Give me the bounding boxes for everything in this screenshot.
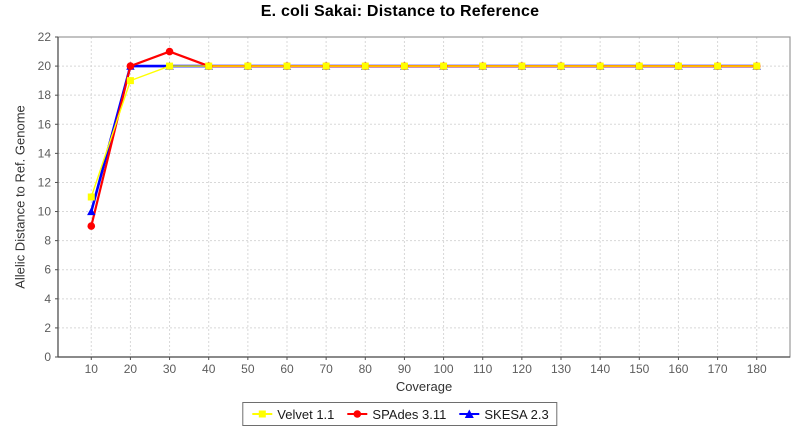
data-point-marker: [635, 62, 643, 70]
y-tick-label: 20: [38, 59, 52, 73]
x-tick-label: 110: [473, 362, 492, 376]
x-tick-label: 150: [629, 362, 649, 376]
y-tick-label: 6: [44, 263, 51, 277]
data-point-marker: [440, 62, 448, 70]
x-tick-label: 80: [359, 362, 373, 376]
x-tick-label: 100: [434, 362, 454, 376]
legend: Velvet 1.1 SPAdes 3.11 SKESA 2.3: [242, 402, 558, 426]
blue-triangle-marker-icon: [459, 409, 480, 418]
y-axis-title: Allelic Distance to Ref. Genome: [12, 105, 28, 289]
data-point-marker: [165, 47, 174, 56]
data-point-marker: [126, 77, 134, 85]
data-point-marker: [166, 62, 174, 70]
x-tick-label: 120: [512, 362, 532, 376]
x-tick-label: 50: [241, 362, 255, 376]
legend-item-skesa: SKESA 2.3: [458, 406, 549, 422]
data-point-marker: [87, 193, 95, 201]
y-tick-label: 10: [38, 205, 52, 219]
data-point-marker: [518, 62, 526, 70]
y-tick-label: 22: [38, 30, 52, 44]
legend-label-spades: SPAdes 3.11: [372, 406, 447, 422]
x-tick-label: 20: [124, 362, 138, 376]
series-line-velvet-1-1: [90, 65, 757, 198]
data-point-marker: [674, 62, 682, 70]
legend-label-velvet: Velvet 1.1: [277, 406, 335, 422]
yellow-square-marker-icon: [252, 410, 273, 418]
data-point-marker: [361, 62, 369, 70]
y-tick-label: 16: [38, 117, 52, 131]
x-tick-label: 10: [85, 362, 99, 376]
y-tick-label: 14: [38, 146, 52, 160]
x-axis-title: Coverage: [395, 379, 453, 394]
y-tick-label: 8: [44, 234, 51, 248]
series-line-skesa-2-3: [90, 64, 757, 212]
data-point-marker: [87, 207, 96, 216]
x-tick-label: 160: [668, 362, 688, 376]
x-tick-label: 130: [551, 362, 571, 376]
data-point-marker: [322, 62, 330, 70]
y-tick-label: 2: [44, 321, 51, 335]
x-tick-label: 60: [280, 362, 294, 376]
data-point-marker: [400, 62, 408, 70]
data-point-marker: [205, 62, 213, 70]
series-line-spades-3-11: [90, 50, 757, 227]
data-point-marker: [87, 222, 96, 230]
x-tick-label: 90: [398, 362, 412, 376]
chart-title: E. coli Sakai: Distance to Reference: [260, 3, 540, 20]
data-point-marker: [479, 62, 487, 70]
plot-outline: [57, 36, 791, 358]
y-tick-label: 0: [44, 350, 51, 364]
data-point-marker: [753, 62, 761, 70]
data-point-marker: [126, 62, 135, 70]
x-tick-label: 30: [163, 362, 177, 376]
data-point-marker: [244, 62, 252, 70]
x-tick-label: 40: [202, 362, 216, 376]
legend-label-skesa: SKESA 2.3: [484, 406, 549, 422]
x-tick-label: 70: [319, 362, 333, 376]
x-tick-label: 140: [590, 362, 610, 376]
red-circle-marker-icon: [347, 410, 368, 418]
y-tick-label: 4: [44, 292, 51, 306]
data-point-marker: [596, 62, 604, 70]
legend-item-velvet: Velvet 1.1: [251, 407, 334, 422]
data-point-marker: [557, 62, 565, 70]
y-tick-label: 18: [38, 88, 52, 102]
x-tick-label: 180: [747, 362, 767, 376]
y-tick-label: 12: [38, 175, 52, 189]
legend-item-spades: SPAdes 3.11: [346, 407, 446, 422]
x-tick-label: 170: [708, 362, 728, 376]
data-point-marker: [283, 62, 291, 70]
data-point-marker: [714, 62, 722, 70]
